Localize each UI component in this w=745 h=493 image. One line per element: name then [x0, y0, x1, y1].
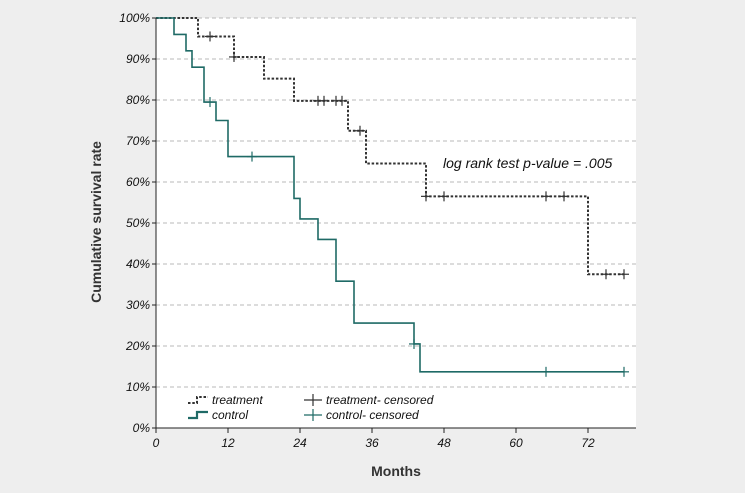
tick-labels: 0% 10% 20% 30% 40% 50% 60% 70% 80% 90% 100% 0 12 24 36… — [119, 11, 595, 450]
treatment-censor-mark — [619, 269, 629, 280]
series-control — [156, 17, 629, 377]
treatment-censor-mark — [439, 191, 449, 202]
legend-label: treatment- censored — [326, 393, 434, 407]
legend-label: treatment — [212, 393, 263, 407]
legend-item-control-censor: control- censored — [304, 408, 419, 422]
y-tick-label: 0% — [133, 421, 151, 435]
treatment-censor-mark — [205, 31, 215, 42]
x-tick-label: 12 — [221, 436, 235, 450]
legend-label: control- censored — [326, 408, 419, 422]
y-tick-label: 10% — [126, 380, 150, 394]
legend-item-treatment-censor: treatment- censored — [304, 393, 434, 407]
treatment-censor-mark — [601, 269, 611, 280]
y-tick-label: 60% — [126, 175, 150, 189]
control-survival-line — [156, 17, 624, 373]
control-censor-mark — [247, 151, 257, 162]
x-axis-title: Months — [371, 463, 421, 479]
control-censor-mark — [619, 366, 629, 377]
x-tick-label: 36 — [365, 436, 379, 450]
treatment-censor-mark — [541, 191, 551, 202]
series-treatment — [156, 17, 629, 280]
control-censor-mark — [541, 366, 551, 377]
treatment-censor-mark — [337, 95, 347, 106]
x-tick-label: 48 — [437, 436, 451, 450]
logrank-annotation: log rank test p-value = .005 — [443, 155, 612, 171]
x-tick-label: 24 — [292, 436, 307, 450]
y-tick-label: 90% — [126, 52, 150, 66]
y-tick-label: 80% — [126, 93, 150, 107]
y-tick-label: 70% — [126, 134, 150, 148]
legend-symbol — [188, 396, 208, 404]
x-tick-label: 72 — [581, 436, 595, 450]
legend-censor-symbol — [304, 409, 322, 421]
gridlines — [156, 17, 636, 388]
legend-label: control — [212, 408, 248, 422]
treatment-censor-mark — [229, 51, 239, 62]
y-tick-label: 40% — [126, 257, 150, 271]
legend-item-control-line: control — [188, 408, 248, 422]
y-tick-label: 30% — [126, 298, 150, 312]
treatment-survival-line — [156, 17, 624, 276]
treatment-censor-mark — [559, 191, 569, 202]
x-tick-label: 60 — [509, 436, 523, 450]
x-tick-label: 0 — [153, 436, 160, 450]
treatment-censor-mark — [421, 191, 431, 202]
y-tick-label: 50% — [126, 216, 150, 230]
y-tick-label: 20% — [125, 339, 150, 353]
control-censor-mark — [409, 338, 419, 349]
treatment-censor-mark — [355, 125, 365, 136]
y-axis-title: Cumulative survival rate — [88, 141, 104, 303]
legend-symbol — [188, 410, 208, 420]
legend-censor-symbol — [304, 394, 322, 406]
treatment-censor-mark — [319, 95, 329, 106]
y-tick-label: 100% — [119, 11, 150, 25]
series-layer — [156, 17, 629, 377]
legend-item-treatment-line: treatment — [188, 393, 263, 407]
control-censor-mark — [205, 97, 215, 108]
